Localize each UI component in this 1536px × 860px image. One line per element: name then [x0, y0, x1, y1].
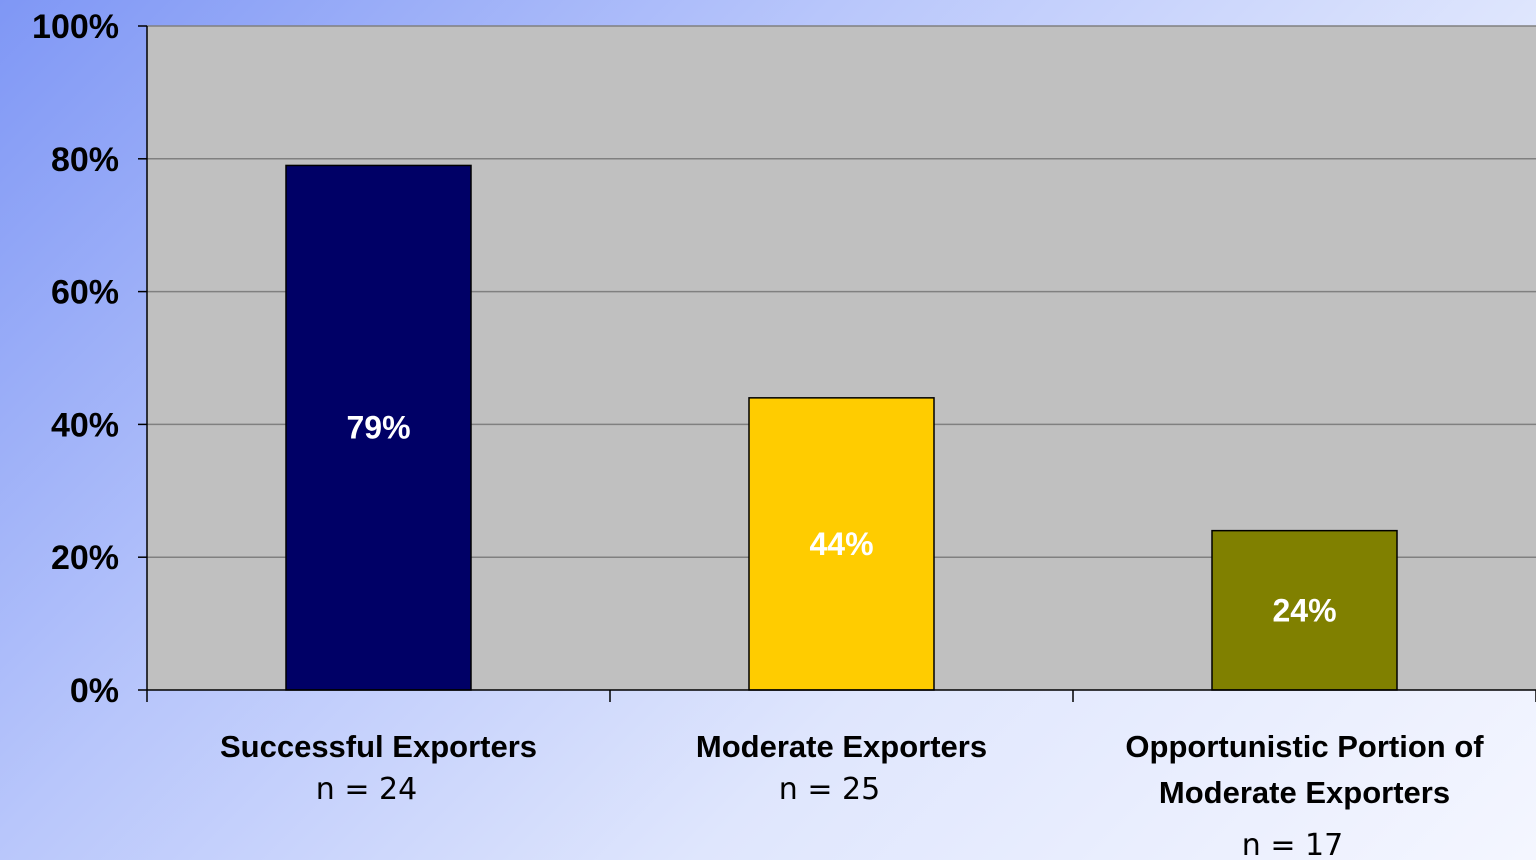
- bar-value-label: 24%: [1272, 592, 1336, 628]
- category-label: Opportunistic Portion of: [1125, 729, 1484, 764]
- data-labels: 79% 44% 24%: [346, 410, 1336, 629]
- y-tick-label: 40%: [51, 406, 119, 444]
- axes: [138, 25, 1536, 702]
- y-tick-label: 100%: [32, 8, 119, 46]
- bar-value-label: 79%: [346, 410, 410, 446]
- bar: [1211, 529, 1398, 691]
- bars: [285, 164, 1398, 691]
- category-label: Successful Exporters: [220, 729, 537, 764]
- y-tick-label: 60%: [51, 274, 119, 312]
- bar: [748, 397, 935, 691]
- y-axis-tick-labels: 0% 20% 40% 60% 80% 100%: [32, 8, 119, 710]
- y-tick-label: 20%: [51, 539, 119, 577]
- sample-size-label: n = 24: [316, 772, 417, 807]
- x-axis-category-labels: Successful Exporters n = 24 Moderate Expor…: [220, 729, 1484, 860]
- category-label: Moderate Exporters: [696, 729, 987, 764]
- bar-value-label: 44%: [809, 526, 873, 562]
- bar: [285, 164, 472, 691]
- category-label: Moderate Exporters: [1159, 775, 1450, 810]
- sample-size-label: n = 17: [1242, 828, 1343, 860]
- y-tick-label: 0%: [70, 672, 119, 710]
- y-tick-label: 80%: [51, 141, 119, 179]
- sample-size-label: n = 25: [779, 772, 880, 807]
